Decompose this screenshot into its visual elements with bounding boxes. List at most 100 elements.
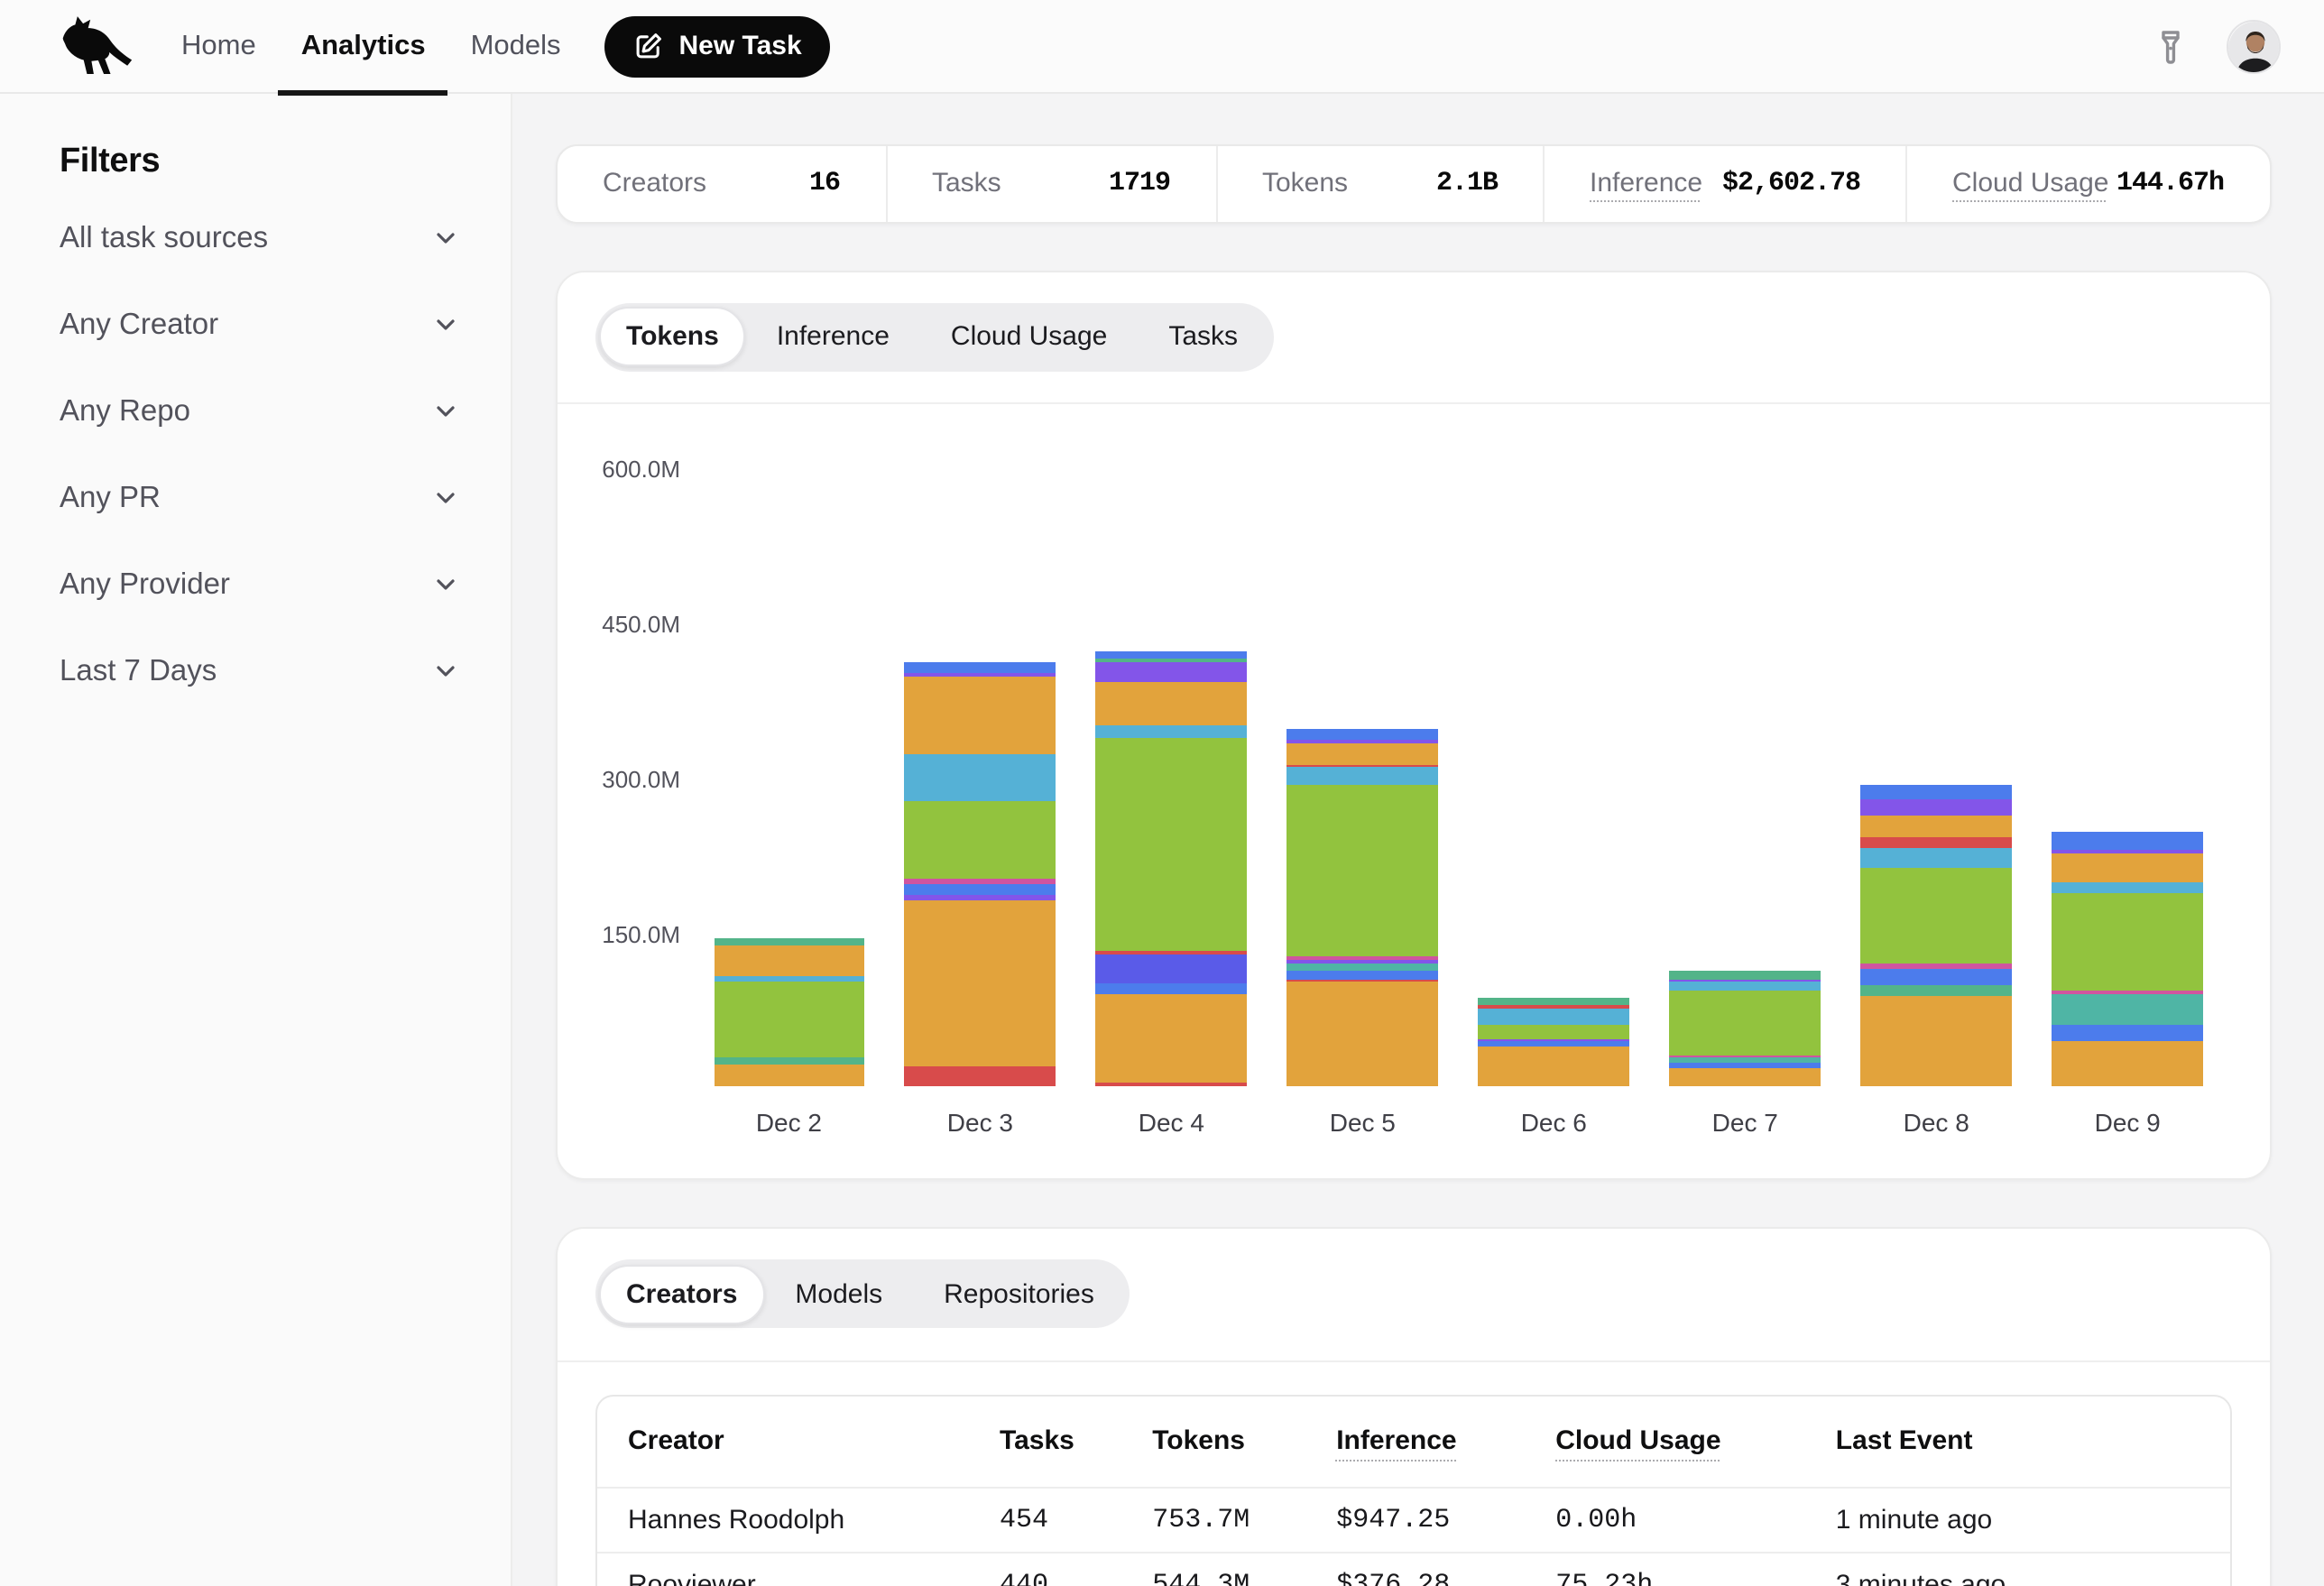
y-axis-tick: 600.0M <box>594 455 680 482</box>
stat-label-inference[interactable]: Inference <box>1590 169 1702 199</box>
bar-segment-cyan <box>1096 725 1247 739</box>
bar-segment-orange <box>905 677 1056 753</box>
chart-tabs-row: Tokens Inference Cloud Usage Tasks <box>558 272 2269 403</box>
filter-provider[interactable]: Any Provider <box>60 541 459 628</box>
bar-segment-green <box>905 801 1056 879</box>
filter-label: Any Provider <box>60 567 230 602</box>
stat-value: $2,602.78 <box>1722 169 1860 199</box>
bar-dec-6[interactable] <box>1479 998 1629 1085</box>
bar-segment-orange <box>1670 1068 1821 1086</box>
flashlight-button[interactable] <box>2151 26 2190 66</box>
tab-models[interactable]: Models <box>764 1264 913 1323</box>
bar-dec-7[interactable] <box>1670 971 1821 1085</box>
bar-dec-5[interactable] <box>1287 730 1438 1085</box>
bar-segment-orange <box>714 1065 864 1085</box>
stat-label: Tokens <box>1262 169 1348 199</box>
cell-tasks: 440 <box>1000 1552 1152 1586</box>
bar-segment-green <box>1287 786 1438 956</box>
tab-tasks[interactable]: Tasks <box>1138 307 1268 366</box>
x-axis-label: Dec 7 <box>1670 1107 1821 1136</box>
nav-item-models[interactable]: Models <box>448 0 584 93</box>
y-axis-tick: 150.0M <box>594 920 680 947</box>
cell-cloud-usage: 0.00h <box>1555 1487 1836 1552</box>
tab-tokens[interactable]: Tokens <box>599 307 746 366</box>
tab-creators[interactable]: Creators <box>599 1264 764 1323</box>
y-axis-tick: 450.0M <box>594 610 680 637</box>
bar-dec-2[interactable] <box>714 937 864 1085</box>
stat-cloud-usage: Cloud Usage 144.67h <box>1905 145 2269 222</box>
bar-segment-purple <box>1861 800 2012 816</box>
chevron-down-icon <box>430 570 459 599</box>
stat-label: Tasks <box>932 169 1001 199</box>
bar-dec-9[interactable] <box>2052 832 2203 1085</box>
x-axis-label: Dec 6 <box>1479 1107 1629 1136</box>
col-inference[interactable]: Inference <box>1336 1396 1555 1487</box>
user-avatar[interactable] <box>2227 19 2281 73</box>
bar-dec-4[interactable] <box>1096 651 1247 1085</box>
filter-label: Any Repo <box>60 394 190 429</box>
stat-label-cloud-usage[interactable]: Cloud Usage <box>1952 169 2108 199</box>
cell-creator: Hannes Roodolph <box>596 1487 1000 1552</box>
bar-segment-pink <box>905 879 1056 885</box>
bar-segment-orange <box>2052 853 2203 882</box>
tab-inference[interactable]: Inference <box>746 307 920 366</box>
bar-segment-orange <box>1096 994 1247 1082</box>
nav-item-analytics[interactable]: Analytics <box>279 0 448 93</box>
bar-dec-8[interactable] <box>1861 784 2012 1085</box>
bar-segment-blue <box>905 885 1056 895</box>
col-cloud-usage[interactable]: Cloud Usage <box>1555 1396 1836 1487</box>
filter-label: All task sources <box>60 221 268 255</box>
filter-label: Any PR <box>60 481 161 515</box>
bar-segment-red <box>1861 837 2012 849</box>
bar-segment-green <box>714 982 864 1057</box>
bar-segment-orange <box>1287 743 1438 765</box>
table-header-row: Creator Tasks Tokens Inference Cloud Usa… <box>596 1396 2230 1487</box>
stat-creators: Creators 16 <box>558 145 885 222</box>
nav-item-home[interactable]: Home <box>159 0 279 93</box>
filter-creator[interactable]: Any Creator <box>60 281 459 368</box>
cell-tokens: 544.3M <box>1152 1552 1336 1586</box>
col-tokens: Tokens <box>1152 1396 1336 1487</box>
bar-segment-blue <box>2052 832 2203 850</box>
bar-segment-teal <box>1479 998 1629 1005</box>
bar-segment-purple <box>1096 662 1247 682</box>
col-tasks: Tasks <box>1000 1396 1152 1487</box>
bar-segment-blue <box>1287 730 1438 739</box>
kangaroo-logo[interactable] <box>60 14 134 78</box>
bar-segment-green <box>1479 1024 1629 1038</box>
cell-cloud-usage: 75.23h <box>1555 1552 1836 1586</box>
breakdown-tabs-row: Creators Models Repositories <box>558 1228 2269 1361</box>
col-creator: Creator <box>596 1396 1000 1487</box>
stat-inference: Inference $2,602.78 <box>1543 145 1905 222</box>
main-content: Creators 16 Tasks 1719 Tokens 2.1B Infer… <box>512 94 2324 1586</box>
table-row[interactable]: Hannes Roodolph 454 753.7M $947.25 0.00h… <box>596 1487 2230 1552</box>
cell-last-event: 3 minutes ago <box>1836 1552 2230 1586</box>
chevron-down-icon <box>430 657 459 686</box>
table-row[interactable]: Rooviewer 440 544.3M $376.28 75.23h 3 mi… <box>596 1552 2230 1586</box>
chevron-down-icon <box>430 224 459 253</box>
tab-cloud-usage[interactable]: Cloud Usage <box>920 307 1138 366</box>
col-last-event: Last Event <box>1836 1396 2230 1487</box>
filter-date-range[interactable]: Last 7 Days <box>60 628 459 715</box>
bar-dec-3[interactable] <box>905 662 1056 1085</box>
bar-segment-blue <box>1096 984 1247 994</box>
bar-segment-orange <box>1479 1046 1629 1085</box>
filter-task-sources[interactable]: All task sources <box>60 195 459 281</box>
bar-segment-mint <box>2052 994 2203 1025</box>
cell-tokens: 753.7M <box>1152 1487 1336 1552</box>
bar-segment-mint <box>1670 1057 1821 1064</box>
filter-repo[interactable]: Any Repo <box>60 368 459 455</box>
chart-tab-group: Tokens Inference Cloud Usage Tasks <box>595 302 1273 371</box>
new-task-button[interactable]: New Task <box>605 15 831 77</box>
tab-repositories[interactable]: Repositories <box>913 1264 1125 1323</box>
bar-segment-orange <box>905 900 1056 1065</box>
filter-pr[interactable]: Any PR <box>60 455 459 541</box>
x-axis-labels: Dec 2Dec 3Dec 4Dec 5Dec 6Dec 7Dec 8Dec 9 <box>714 1107 2203 1136</box>
kangaroo-icon <box>60 14 134 78</box>
bar-segment-teal <box>714 1057 864 1065</box>
bar-segment-teal <box>1861 986 2012 995</box>
bar-segment-orange <box>1096 682 1247 725</box>
cell-inference: $947.25 <box>1336 1487 1555 1552</box>
x-axis-label: Dec 9 <box>2052 1107 2203 1136</box>
stacked-bar-chart: 600.0M 450.0M 300.0M 150.0M Dec 2Dec 3De… <box>558 403 2269 1177</box>
